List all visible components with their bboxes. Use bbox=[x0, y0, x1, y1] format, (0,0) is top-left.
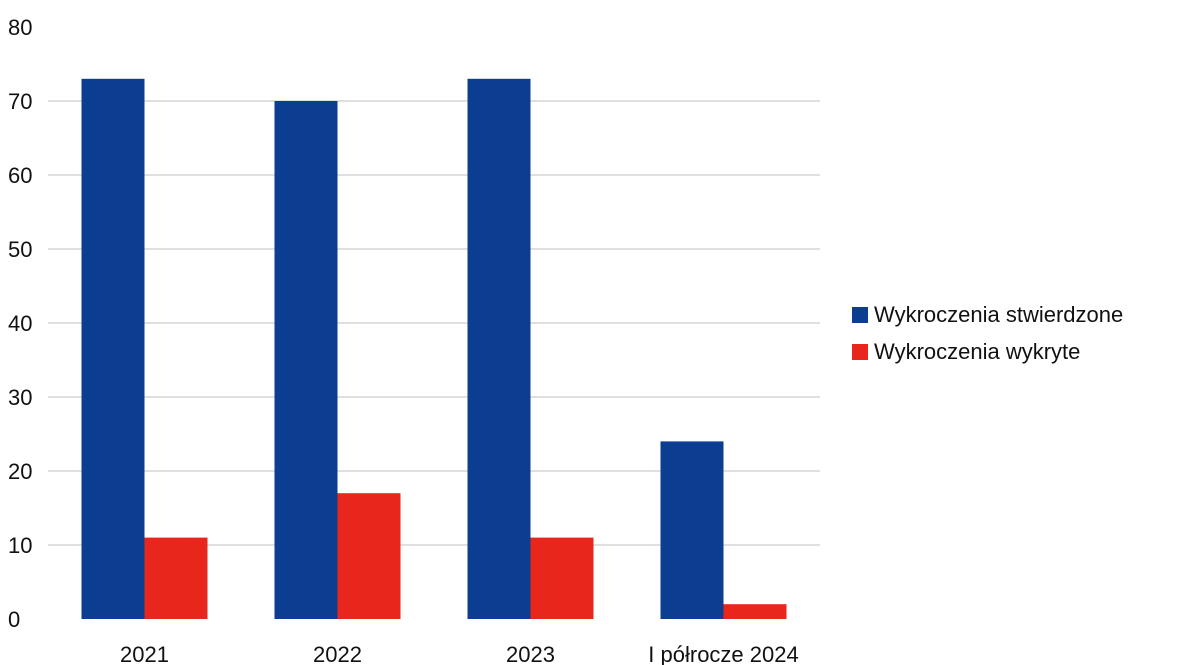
y-tick-label: 20 bbox=[8, 459, 32, 484]
y-tick-label: 0 bbox=[8, 607, 20, 632]
y-tick-label: 60 bbox=[8, 163, 32, 188]
bar-stwierdzone bbox=[467, 78, 531, 620]
legend-label: Wykroczenia wykryte bbox=[874, 339, 1080, 364]
bar-stwierdzone bbox=[274, 101, 338, 619]
x-tick-label: 2021 bbox=[120, 642, 169, 665]
y-tick-label: 80 bbox=[8, 15, 32, 40]
y-tick-label: 10 bbox=[8, 533, 32, 558]
bar-stwierdzone bbox=[660, 441, 724, 619]
bars bbox=[81, 78, 787, 620]
bar-wykryte bbox=[530, 537, 594, 619]
y-tick-label: 70 bbox=[8, 89, 32, 114]
legend-swatch bbox=[852, 307, 868, 323]
legend: Wykroczenia stwierdzone Wykroczenia wykry… bbox=[852, 302, 1123, 364]
grid bbox=[48, 100, 820, 546]
y-axis-ticks: 0 10 20 30 40 50 60 70 80 bbox=[8, 15, 32, 632]
y-tick-label: 50 bbox=[8, 237, 32, 262]
legend-swatch bbox=[852, 344, 868, 360]
x-tick-label: 2022 bbox=[313, 642, 362, 665]
bar-wykryte bbox=[337, 493, 401, 619]
y-tick-label: 30 bbox=[8, 385, 32, 410]
x-axis-ticks: 2021 2022 2023 I półrocze 2024 bbox=[120, 642, 799, 665]
x-tick-label: I półrocze 2024 bbox=[648, 642, 798, 665]
bar-wykryte bbox=[144, 537, 208, 619]
bar-stwierdzone bbox=[81, 78, 145, 620]
legend-label: Wykroczenia stwierdzone bbox=[874, 302, 1123, 327]
y-tick-label: 40 bbox=[8, 311, 32, 336]
bar-wykryte bbox=[723, 604, 787, 619]
x-tick-label: 2023 bbox=[506, 642, 555, 665]
